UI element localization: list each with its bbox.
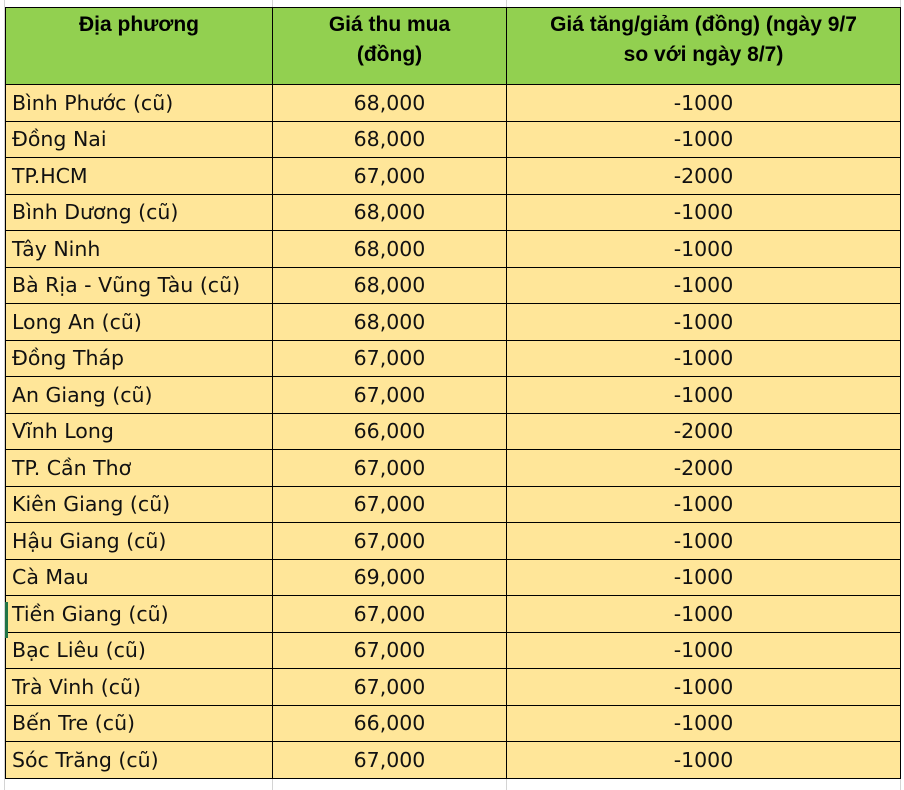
cell-location[interactable]: Long An (cũ) xyxy=(5,303,273,341)
cell-location[interactable]: TP.HCM xyxy=(5,157,273,195)
table-row: Hậu Giang (cũ) 67,000 -1000 xyxy=(5,522,901,560)
cell-location[interactable]: Cà Mau xyxy=(5,558,273,596)
table-row: Cà Mau 69,000 -1000 xyxy=(5,558,901,596)
cell-change[interactable]: -1000 xyxy=(506,193,901,231)
table-row: Long An (cũ) 68,000 -1000 xyxy=(5,303,901,341)
price-table: Địa phương Giá thu mua (đồng) Giá tăng/g… xyxy=(5,7,901,779)
header-price[interactable]: Giá thu mua (đồng) xyxy=(272,7,507,85)
table-row: Bình Phước (cũ) 68,000 -1000 xyxy=(5,84,901,122)
cell-change[interactable]: -1000 xyxy=(506,668,901,706)
cell-price[interactable]: 67,000 xyxy=(272,339,507,377)
cell-location[interactable]: Đồng Tháp xyxy=(5,339,273,377)
cell-location[interactable]: Hậu Giang (cũ) xyxy=(5,522,273,560)
cell-price[interactable]: 67,000 xyxy=(272,157,507,195)
cell-change[interactable]: -1000 xyxy=(506,558,901,596)
cell-change[interactable]: -2000 xyxy=(506,157,901,195)
table-row: Bạc Liêu (cũ) 67,000 -1000 xyxy=(5,631,901,669)
cell-price[interactable]: 67,000 xyxy=(272,449,507,487)
table-row: TP. Cần Thơ 67,000 -2000 xyxy=(5,449,901,487)
cell-price[interactable]: 67,000 xyxy=(272,485,507,523)
table-row: Bà Rịa - Vũng Tàu (cũ) 68,000 -1000 xyxy=(5,266,901,304)
selected-cell-indicator xyxy=(5,602,8,638)
cell-location[interactable]: Trà Vinh (cũ) xyxy=(5,668,273,706)
table-row: Kiên Giang (cũ) 67,000 -1000 xyxy=(5,485,901,523)
cell-change[interactable]: -1000 xyxy=(506,595,901,633)
table-row: Vĩnh Long 66,000 -2000 xyxy=(5,412,901,450)
cell-change[interactable]: -1000 xyxy=(506,84,901,122)
header-location[interactable]: Địa phương xyxy=(5,7,273,85)
cell-location[interactable]: Vĩnh Long xyxy=(5,412,273,450)
gridline xyxy=(900,0,901,790)
cell-change[interactable]: -1000 xyxy=(506,339,901,377)
cell-location[interactable]: Bạc Liêu (cũ) xyxy=(5,631,273,669)
cell-change[interactable]: -1000 xyxy=(506,485,901,523)
cell-price[interactable]: 68,000 xyxy=(272,193,507,231)
cell-change[interactable]: -1000 xyxy=(506,522,901,560)
table-row: An Giang (cũ) 67,000 -1000 xyxy=(5,376,901,414)
cell-location[interactable]: Kiên Giang (cũ) xyxy=(5,485,273,523)
cell-location[interactable]: Tây Ninh xyxy=(5,230,273,268)
cell-price[interactable]: 67,000 xyxy=(272,522,507,560)
table-row: Trà Vinh (cũ) 67,000 -1000 xyxy=(5,668,901,706)
cell-change[interactable]: -2000 xyxy=(506,412,901,450)
cell-location[interactable]: Bình Dương (cũ) xyxy=(5,193,273,231)
cell-price[interactable]: 68,000 xyxy=(272,303,507,341)
cell-price[interactable]: 68,000 xyxy=(272,266,507,304)
cell-change[interactable]: -1000 xyxy=(506,376,901,414)
cell-price[interactable]: 68,000 xyxy=(272,120,507,158)
header-change-text: Giá tăng/giảm (đồng) (ngày 9/7 so với ng… xyxy=(550,13,857,66)
header-row: Địa phương Giá thu mua (đồng) Giá tăng/g… xyxy=(5,7,901,85)
cell-location[interactable]: Đồng Nai xyxy=(5,120,273,158)
cell-price[interactable]: 67,000 xyxy=(272,376,507,414)
table-row: Đồng Tháp 67,000 -1000 xyxy=(5,339,901,377)
cell-price[interactable]: 67,000 xyxy=(272,631,507,669)
header-change[interactable]: Giá tăng/giảm (đồng) (ngày 9/7 so với ng… xyxy=(506,7,901,85)
table-row: Sóc Trăng (cũ) 67,000 -1000 xyxy=(5,741,901,779)
cell-location[interactable]: Bến Tre (cũ) xyxy=(5,704,273,742)
table-row: Bến Tre (cũ) 66,000 -1000 xyxy=(5,704,901,742)
cell-location[interactable]: TP. Cần Thơ xyxy=(5,449,273,487)
table-row: Bình Dương (cũ) 68,000 -1000 xyxy=(5,193,901,231)
gridline xyxy=(4,0,5,790)
cell-location[interactable]: Tiền Giang (cũ) xyxy=(5,595,273,633)
cell-location[interactable]: An Giang (cũ) xyxy=(5,376,273,414)
table-row: Đồng Nai 68,000 -1000 xyxy=(5,120,901,158)
cell-change[interactable]: -2000 xyxy=(506,449,901,487)
cell-change[interactable]: -1000 xyxy=(506,704,901,742)
cell-price[interactable]: 68,000 xyxy=(272,84,507,122)
cell-change[interactable]: -1000 xyxy=(506,631,901,669)
cell-price[interactable]: 67,000 xyxy=(272,595,507,633)
cell-location[interactable]: Bà Rịa - Vũng Tàu (cũ) xyxy=(5,266,273,304)
cell-price[interactable]: 66,000 xyxy=(272,412,507,450)
cell-price[interactable]: 67,000 xyxy=(272,668,507,706)
cell-change[interactable]: -1000 xyxy=(506,230,901,268)
table-row: Tây Ninh 68,000 -1000 xyxy=(5,230,901,268)
cell-price[interactable]: 69,000 xyxy=(272,558,507,596)
cell-change[interactable]: -1000 xyxy=(506,303,901,341)
table-row: Tiền Giang (cũ) 67,000 -1000 xyxy=(5,595,901,633)
cell-price[interactable]: 67,000 xyxy=(272,741,507,779)
cell-price[interactable]: 66,000 xyxy=(272,704,507,742)
cell-change[interactable]: -1000 xyxy=(506,741,901,779)
cell-location[interactable]: Bình Phước (cũ) xyxy=(5,84,273,122)
cell-change[interactable]: -1000 xyxy=(506,266,901,304)
cell-change[interactable]: -1000 xyxy=(506,120,901,158)
cell-location[interactable]: Sóc Trăng (cũ) xyxy=(5,741,273,779)
table-row: TP.HCM 67,000 -2000 xyxy=(5,157,901,195)
cell-price[interactable]: 68,000 xyxy=(272,230,507,268)
header-price-text: Giá thu mua (đồng) xyxy=(328,13,451,66)
